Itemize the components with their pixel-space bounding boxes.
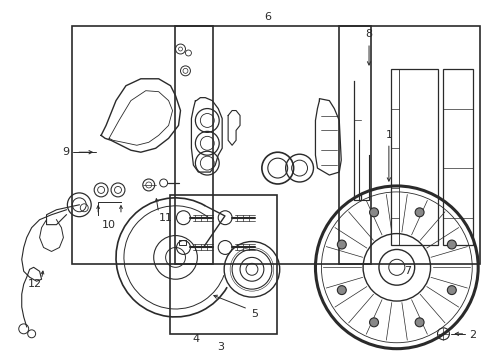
Bar <box>339 26 480 264</box>
Circle shape <box>369 208 378 217</box>
Text: 4: 4 <box>193 334 200 344</box>
Circle shape <box>337 240 346 249</box>
Bar <box>170 195 277 334</box>
Text: 3: 3 <box>217 342 224 352</box>
Circle shape <box>415 318 424 327</box>
Circle shape <box>447 240 456 249</box>
Text: 10: 10 <box>102 220 116 230</box>
Text: 6: 6 <box>264 12 271 22</box>
Circle shape <box>447 285 456 294</box>
Text: 8: 8 <box>366 29 372 39</box>
Text: 9: 9 <box>62 147 70 157</box>
Text: 5: 5 <box>251 309 258 319</box>
Circle shape <box>337 285 346 294</box>
Text: 1: 1 <box>385 130 392 140</box>
Text: 2: 2 <box>469 330 476 340</box>
Circle shape <box>369 318 378 327</box>
Bar <box>174 26 371 264</box>
Bar <box>391 69 439 246</box>
Text: 12: 12 <box>27 279 42 289</box>
Circle shape <box>415 208 424 217</box>
Text: 7: 7 <box>404 266 411 276</box>
Bar <box>73 26 213 264</box>
Bar <box>443 69 473 246</box>
Text: 11: 11 <box>159 213 172 223</box>
Bar <box>178 239 187 246</box>
